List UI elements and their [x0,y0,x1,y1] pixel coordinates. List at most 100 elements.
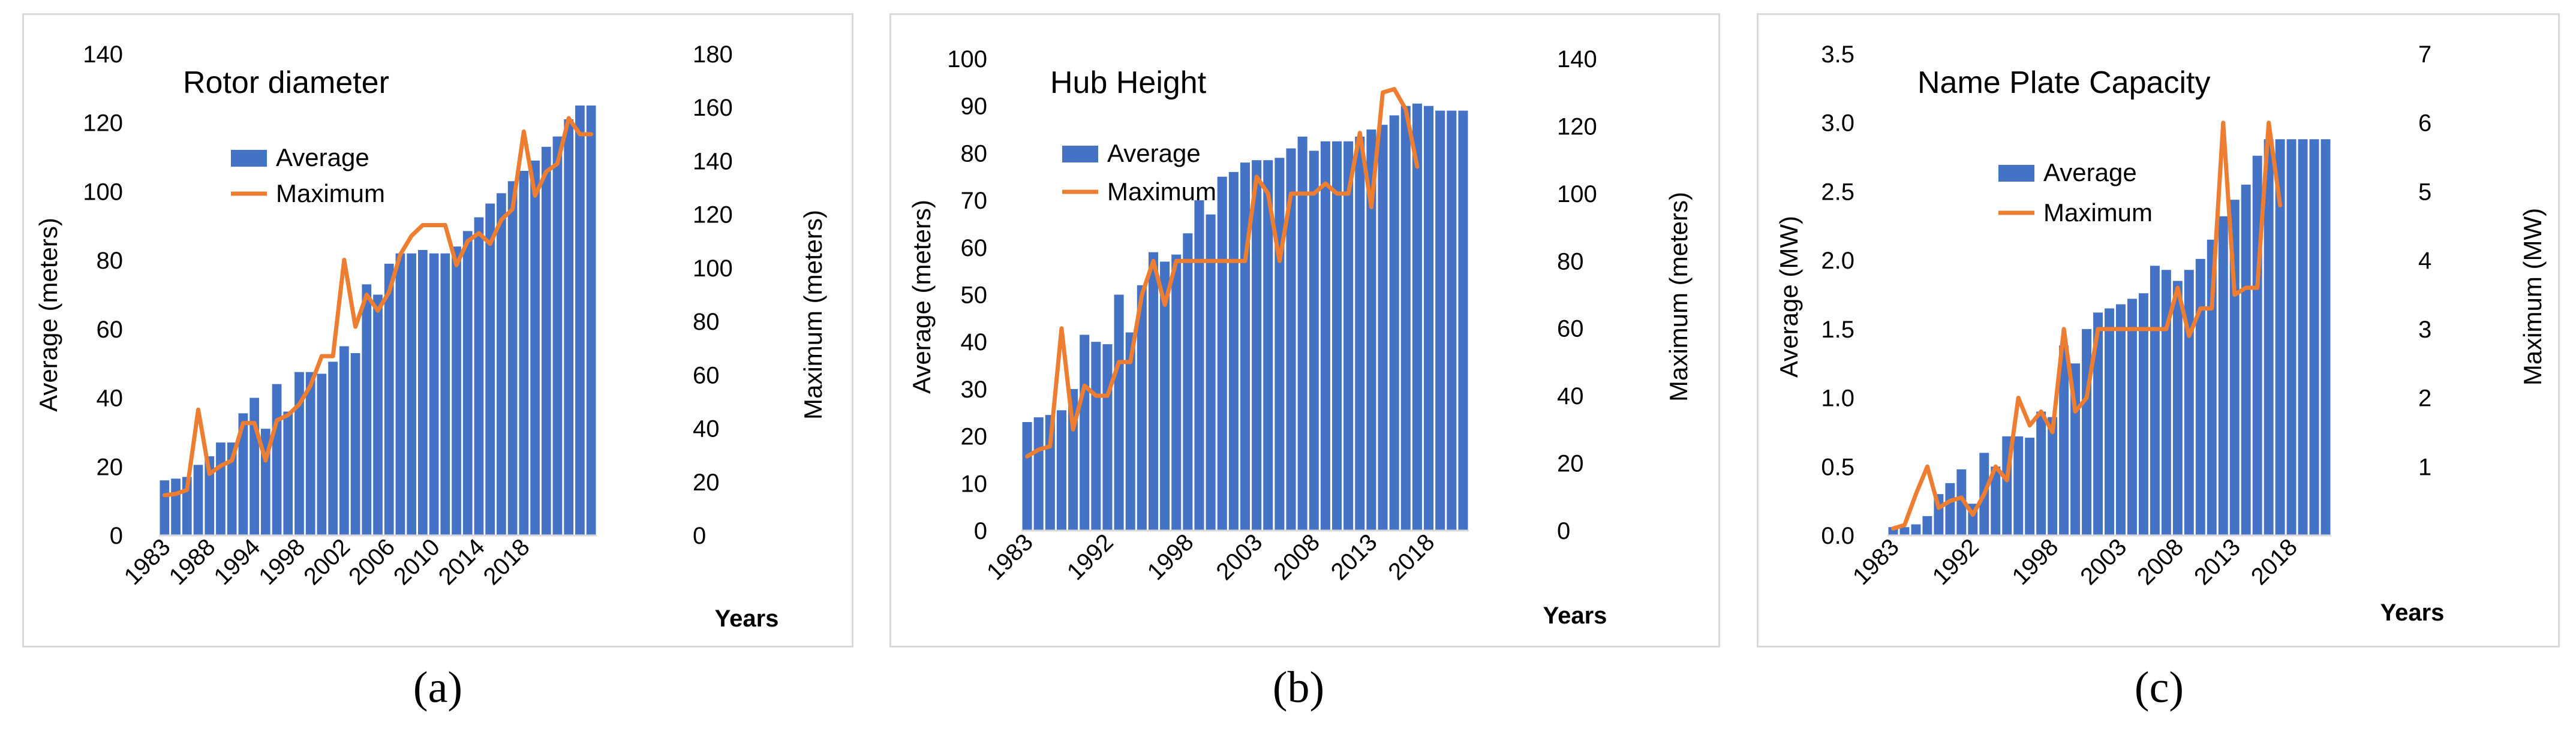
bar [1228,171,1239,531]
y2-tick-label: 120 [1557,113,1597,140]
chart-title: Rotor diameter [183,65,389,100]
bar [350,353,360,535]
bar [2298,139,2308,535]
bar [328,362,338,535]
bar [294,372,304,535]
bar [2207,239,2217,535]
bar [305,372,315,535]
bar [1309,150,1319,531]
bar [238,413,248,535]
legend-average-label: Average [1107,139,1201,167]
y-tick-label: 70 [961,188,988,214]
hub-height-chart: Hub Height 0 10 20 30 40 50 60 70 80 90 100 0 20 40 60 8… [907,46,1693,629]
bar [1263,160,1273,531]
maximum-line [1025,87,1420,459]
x-tick-label: 1983 [119,534,176,590]
bar [193,465,203,535]
caption-c: (c) [2134,663,2184,712]
y-tick-label: 0.5 [1821,454,1854,480]
bar [1435,110,1445,531]
y-tick-label: 3.5 [1821,41,1854,68]
x-tick-label: 2006 [344,534,400,590]
chart-title: Name Plate Capacity [1917,65,2210,100]
y2-tick-label: 60 [1557,316,1584,342]
bar [1400,106,1411,531]
y2-tick-label: 140 [1557,46,1597,73]
y2-tick-label: 100 [1557,181,1597,207]
bar [205,456,215,535]
y2-tick-label: 40 [693,416,720,442]
bar [1091,342,1101,531]
y-tick-label: 120 [83,110,123,137]
x-tick-label: 2018 [479,534,535,590]
y-tick-label: 3.0 [1821,110,1854,137]
bar [2082,329,2092,535]
bar [1991,466,2001,535]
y2-tick-label: 120 [693,202,733,228]
rotor-diameter-chart: Rotor diameter 0 20 40 60 80 100 120 140 0 20 40 60 8… [34,41,827,632]
y2-tick-label: 0 [1557,518,1570,544]
legend-average-swatch [1062,146,1098,162]
y-tick-label: 60 [961,235,988,261]
y-tick-label: 100 [83,179,123,205]
y-axis-title: Average (meters) [907,200,936,394]
x-axis-title: Years [2380,600,2445,626]
x-tick-label: 2013 [2189,534,2246,590]
legend-average-label: Average [276,143,369,171]
y-tick-label: 10 [961,471,988,497]
bar [373,294,383,535]
bar [1217,176,1227,531]
bar [1240,162,1251,531]
y2-tick-label: 7 [2418,41,2431,68]
x-axis-title: Years [715,606,779,632]
y2-tick-label: 20 [693,469,720,496]
bar [1447,110,1457,531]
bar [462,231,473,535]
bar [564,119,574,535]
bar [1160,261,1170,531]
y-tick-label: 0 [974,518,987,544]
y2-tick-label: 0 [693,523,706,549]
bar [384,263,394,535]
bar [1194,200,1204,531]
bar [216,442,226,535]
bar-series [1022,103,1468,531]
bar [2105,308,2114,535]
bar [2036,411,2046,535]
x-tick-label: 2018 [2246,534,2303,590]
bar [586,106,596,536]
bar [1956,469,1967,535]
bar [1331,141,1342,531]
bar [2184,270,2194,535]
legend-average-swatch [1998,165,2034,182]
bar [1033,417,1044,531]
bar [250,397,259,535]
y2-tick-label: 5 [2418,179,2431,205]
x-tick-label: 1998 [2007,534,2063,590]
x-tick-label: 2008 [1269,529,1325,585]
y-tick-label: 1.5 [1821,317,1854,343]
bar [395,253,405,535]
chart-panel-a: Rotor diameter 0 20 40 60 80 100 120 140 0 20 40 60 8… [22,13,853,647]
bar [2172,281,2183,535]
bar [1424,106,1434,531]
bar [1378,125,1388,531]
bar [1366,129,1376,531]
bar [552,136,563,535]
bar [1045,415,1055,531]
bar [171,478,181,535]
bar [1206,214,1216,531]
y-tick-label: 0 [110,523,123,549]
legend-average-label: Average [2043,158,2137,186]
y-tick-label: 60 [97,317,124,343]
bar [2127,299,2137,535]
y2-axis-title: Maximum (meters) [799,210,827,420]
y-tick-label: 1.0 [1821,385,1854,412]
x-tick-label: 1998 [254,534,310,590]
y-tick-label: 20 [97,454,124,480]
bar [507,181,518,535]
bar [272,384,282,535]
bar [2161,270,2171,535]
x-tick-label: 2013 [1326,529,1382,585]
bar [1056,410,1066,531]
